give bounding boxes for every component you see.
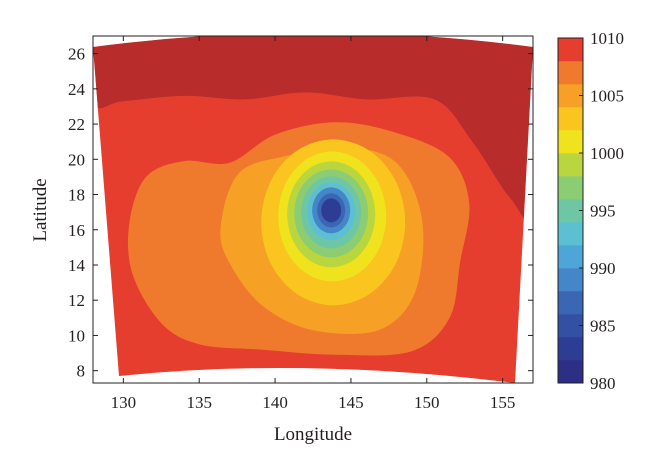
y-tick-label-18: 18	[68, 186, 85, 205]
x-tick-label-135: 135	[186, 393, 212, 412]
colorbar-swatch-998-1000	[558, 153, 583, 177]
colorbar-swatch-990-992	[558, 245, 583, 269]
x-axis-label: Longitude	[274, 424, 352, 445]
colorbar-swatch-986-988	[558, 291, 583, 315]
contour-bands	[93, 36, 533, 356]
x-tick-label-150: 150	[414, 393, 440, 412]
x-tick-label-140: 140	[262, 393, 288, 412]
x-axis: 130 135 140 145 150 155	[111, 36, 516, 412]
colorbar-swatch-1006-1008	[558, 61, 583, 85]
colorbar-swatch-996-998	[558, 176, 583, 200]
colorbar-swatch-1002-1004	[558, 107, 583, 131]
colorbar-tick-label-995: 995	[590, 202, 616, 221]
colorbar-swatch-1004-1006	[558, 84, 583, 108]
y-axis-label: Latitude	[30, 178, 51, 241]
x-tick-label-130: 130	[111, 393, 137, 412]
colorbar-swatch-1008-1010	[558, 38, 583, 62]
plot-frame	[92, 35, 534, 384]
colorbar-swatch-980-982	[558, 360, 583, 384]
colorbar-tick-label-1005: 1005	[590, 87, 624, 106]
colorbar-tick-label-985: 985	[590, 317, 616, 336]
y-tick-label-24: 24	[68, 80, 86, 99]
y-tick-label-12: 12	[68, 291, 85, 310]
colorbar-tick-label-1000: 1000	[590, 144, 624, 163]
contour-band-1008-1010	[93, 36, 533, 222]
x-tick-label-145: 145	[338, 393, 364, 412]
colorbar-swatch-984-986	[558, 314, 583, 338]
x-tick-label-155: 155	[490, 393, 516, 412]
colorbar-swatch-982-984	[558, 337, 583, 361]
y-tick-label-16: 16	[68, 221, 85, 240]
y-tick-label-14: 14	[68, 256, 86, 275]
y-tick-label-10: 10	[68, 326, 85, 345]
colorbar: 980 985 990 995 1000 1005 1010	[557, 29, 624, 393]
colorbar-swatch-994-996	[558, 199, 583, 223]
colorbar-tick-label-990: 990	[590, 259, 616, 278]
y-tick-label-8: 8	[77, 362, 86, 381]
colorbar-swatch-988-990	[558, 268, 583, 292]
plot-area	[93, 36, 533, 383]
contour-band-984-986	[321, 198, 342, 223]
colorbar-swatch-1000-1002	[558, 130, 583, 154]
colorbar-swatch-992-994	[558, 222, 583, 246]
y-axis: 8 10 12 14 16 18 20 22 24 26	[68, 45, 533, 381]
y-tick-label-22: 22	[68, 115, 85, 134]
y-tick-label-20: 20	[68, 150, 85, 169]
colorbar-tick-label-1010: 1010	[590, 29, 624, 48]
colorbar-tick-label-980: 980	[590, 374, 616, 393]
y-tick-label-26: 26	[68, 45, 85, 64]
